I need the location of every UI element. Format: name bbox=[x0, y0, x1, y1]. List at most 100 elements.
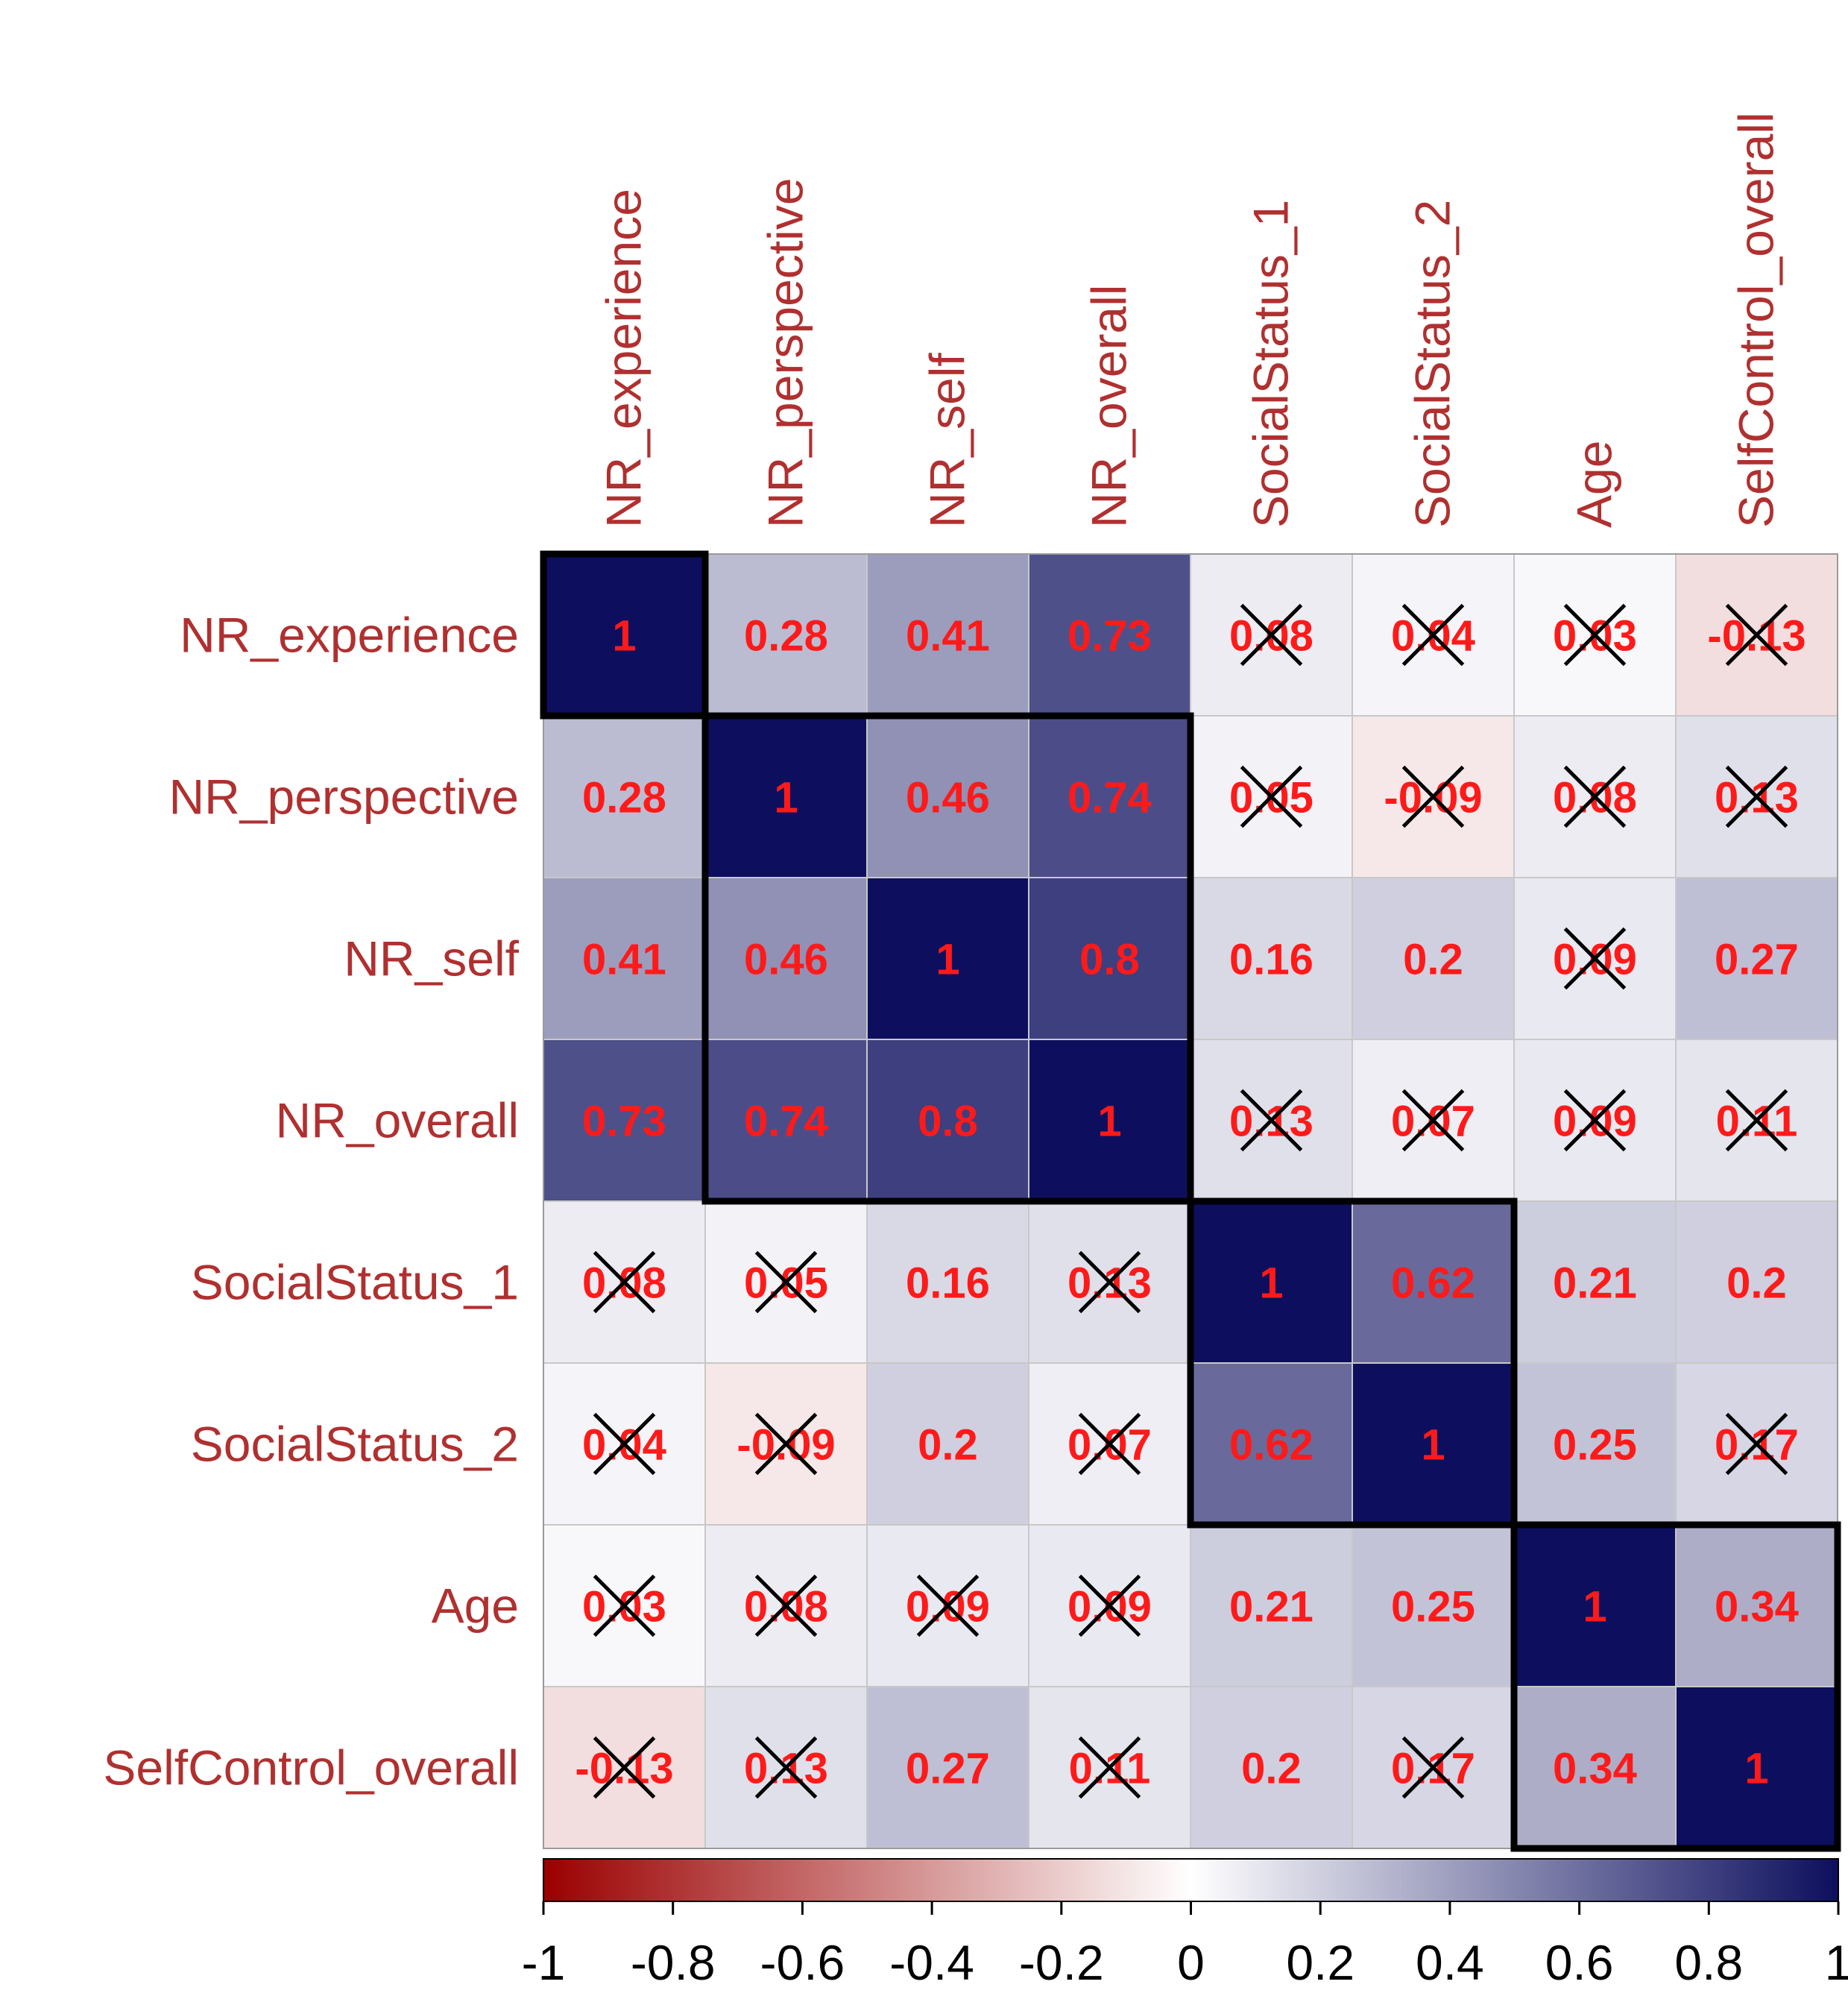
cross-mark bbox=[1401, 765, 1465, 828]
cluster-box bbox=[1510, 1521, 1841, 1852]
cell-value: 0.28 bbox=[744, 612, 828, 661]
heatmap-cell bbox=[1676, 1525, 1838, 1687]
cell-value: 0.21 bbox=[1553, 1259, 1637, 1308]
cross-mark bbox=[1240, 1089, 1303, 1152]
cell-value: 0.27 bbox=[906, 1745, 990, 1793]
cell-value: 1 bbox=[936, 936, 959, 984]
heatmap-cell bbox=[867, 1687, 1029, 1848]
column-label: SocialStatus_1 bbox=[1243, 200, 1299, 528]
heatmap-cell bbox=[1029, 1039, 1191, 1201]
heatmap-cell bbox=[1676, 878, 1838, 1039]
cross-mark bbox=[1240, 603, 1303, 667]
colorbar-tick-label: 0 bbox=[1177, 1935, 1205, 1990]
cell-value: 0.34 bbox=[1715, 1583, 1799, 1631]
row-label: NR_overall bbox=[276, 1093, 519, 1148]
heatmap-cell bbox=[1029, 878, 1191, 1039]
cell-value: 0.2 bbox=[1726, 1259, 1787, 1308]
heatmap-cell bbox=[705, 554, 867, 716]
cross-mark bbox=[1078, 1412, 1141, 1476]
heatmap-cell bbox=[1029, 716, 1191, 878]
cross-mark bbox=[593, 1574, 656, 1637]
colorbar-tick-label: 1 bbox=[1825, 1935, 1848, 1990]
heatmap-cell bbox=[1352, 878, 1514, 1039]
cross-mark bbox=[754, 1412, 818, 1476]
colorbar-tick-label: -0.2 bbox=[1019, 1935, 1104, 1990]
heatmap-cell bbox=[543, 878, 705, 1039]
row-label: NR_perspective bbox=[168, 769, 519, 825]
cluster-box bbox=[1187, 1197, 1518, 1529]
column-label: NR_experience bbox=[596, 189, 652, 528]
cross-mark bbox=[593, 1736, 656, 1799]
colorbar-gradient bbox=[543, 1858, 1839, 1902]
cell-value: 0.41 bbox=[906, 612, 990, 661]
heatmap-cell bbox=[705, 716, 867, 878]
row-label: NR_experience bbox=[180, 608, 519, 663]
cross-mark bbox=[754, 1250, 818, 1314]
heatmap-cell bbox=[1514, 1363, 1676, 1525]
cross-mark bbox=[916, 1574, 980, 1637]
heatmap-cell bbox=[543, 716, 705, 878]
colorbar-tick-label: 0.6 bbox=[1545, 1935, 1614, 1990]
cross-mark bbox=[754, 1574, 818, 1637]
cell-value: 0.62 bbox=[1391, 1259, 1475, 1308]
cross-mark bbox=[593, 1412, 656, 1476]
cross-mark bbox=[1401, 1736, 1465, 1799]
colorbar-tick-label: 0.8 bbox=[1674, 1935, 1743, 1990]
cell-value: 0.25 bbox=[1391, 1583, 1475, 1631]
cell-value: 1 bbox=[1259, 1259, 1283, 1308]
heatmap-cell bbox=[543, 554, 705, 716]
heatmap-cell bbox=[867, 554, 1029, 716]
significance-crosses bbox=[593, 603, 1788, 1799]
heatmap-cell bbox=[1191, 1201, 1352, 1363]
row-label: NR_self bbox=[344, 931, 519, 986]
cross-mark bbox=[1725, 1412, 1788, 1476]
row-label: SocialStatus_2 bbox=[191, 1417, 519, 1472]
column-label: Age bbox=[1567, 441, 1622, 528]
cell-value: 0.46 bbox=[906, 774, 990, 822]
colorbar-tick-label: -0.8 bbox=[631, 1935, 716, 1990]
row-label: SocialStatus_1 bbox=[191, 1255, 519, 1310]
heatmap-cell bbox=[1029, 554, 1191, 716]
cell-value: 0.74 bbox=[1068, 774, 1152, 822]
heatmap-cell bbox=[867, 1363, 1029, 1525]
colorbar-tick-label: -1 bbox=[522, 1935, 566, 1990]
colorbar-tick-label: 0.4 bbox=[1416, 1935, 1484, 1990]
heatmap-cell bbox=[1676, 1687, 1838, 1848]
cell-value: 0.27 bbox=[1715, 936, 1799, 984]
heatmap-cell bbox=[705, 878, 867, 1039]
cell-value: 0.62 bbox=[1229, 1421, 1314, 1470]
heatmap-cell bbox=[705, 1039, 867, 1201]
heatmap-cell bbox=[1191, 1687, 1352, 1848]
heatmap-cell bbox=[867, 878, 1029, 1039]
cross-mark bbox=[1563, 765, 1627, 828]
cell-value: 1 bbox=[1744, 1745, 1768, 1793]
cell-value: 0.2 bbox=[918, 1421, 978, 1470]
row-label: SelfControl_overall bbox=[103, 1740, 519, 1795]
column-label: SelfControl_overall bbox=[1729, 112, 1784, 528]
cross-mark bbox=[1725, 765, 1788, 828]
heatmap-cell bbox=[1514, 1687, 1676, 1848]
column-label: NR_perspective bbox=[758, 177, 813, 528]
heatmap-cell bbox=[1352, 1525, 1514, 1687]
heatmap-cell bbox=[1191, 878, 1352, 1039]
heatmap-cell bbox=[1514, 1201, 1676, 1363]
heatmap-cell bbox=[1676, 1201, 1838, 1363]
cell-value: 0.8 bbox=[1079, 936, 1140, 984]
cell-value: 0.73 bbox=[582, 1098, 666, 1146]
cross-mark bbox=[593, 1250, 656, 1314]
heatmap-cell bbox=[543, 1039, 705, 1201]
colorbar-tick-label: -0.4 bbox=[889, 1935, 974, 1990]
cell-value: 1 bbox=[1097, 1098, 1121, 1146]
cell-value: 0.8 bbox=[918, 1098, 978, 1146]
cluster-boxes bbox=[540, 550, 1841, 1852]
cell-value: 0.16 bbox=[906, 1259, 990, 1308]
cross-mark bbox=[1725, 1089, 1788, 1152]
heatmap-cell bbox=[867, 716, 1029, 878]
cross-mark bbox=[1563, 1089, 1627, 1152]
cell-value: 0.21 bbox=[1229, 1583, 1314, 1631]
cell-value: 0.41 bbox=[582, 936, 666, 984]
cell-value: 0.2 bbox=[1403, 936, 1463, 984]
cross-mark bbox=[1725, 603, 1788, 667]
heatmap-cell bbox=[1352, 1201, 1514, 1363]
